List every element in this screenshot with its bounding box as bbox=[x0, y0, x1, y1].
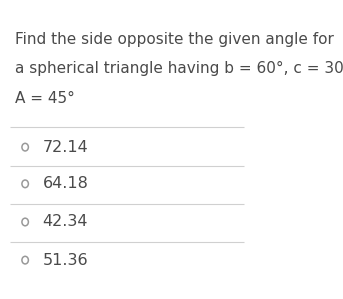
Text: 72.14: 72.14 bbox=[43, 140, 88, 155]
Text: 64.18: 64.18 bbox=[43, 176, 88, 191]
Text: a spherical triangle having b = 60°, c = 30°,: a spherical triangle having b = 60°, c =… bbox=[15, 62, 343, 77]
Text: 42.34: 42.34 bbox=[43, 214, 88, 229]
Text: 51.36: 51.36 bbox=[43, 253, 88, 268]
Text: Find the side opposite the given angle for: Find the side opposite the given angle f… bbox=[15, 32, 334, 47]
Text: A = 45°: A = 45° bbox=[15, 91, 75, 106]
